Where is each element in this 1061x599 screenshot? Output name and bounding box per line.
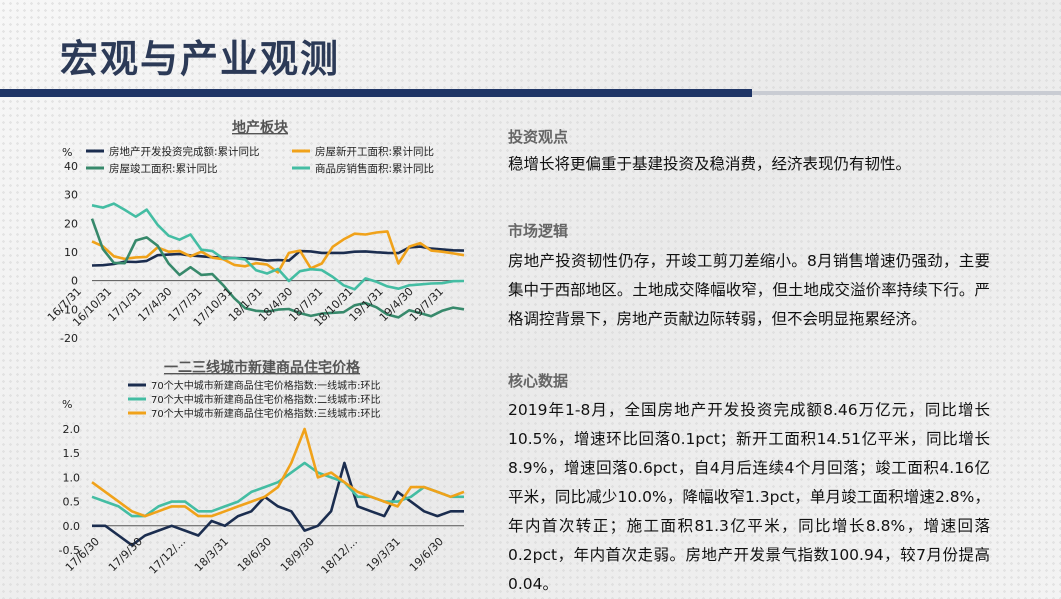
title-underline-bar (0, 89, 752, 97)
y-axis-unit: % (62, 398, 72, 411)
y-tick-label: 2.0 (63, 423, 81, 436)
chart-housing-price-svg: 一二三线城市新建商品住宅价格70个大中城市新建商品住宅价格指数:一线城市:环比7… (59, 359, 465, 577)
legend-label: 70个大中城市新建商品住宅价格指数:二线城市:环比 (151, 393, 380, 406)
legend-label: 房屋竣工面积:累计同比 (109, 162, 218, 175)
section-title-core-data: 核心数据 (508, 372, 569, 390)
series-line (90, 218, 465, 319)
series-line (92, 461, 464, 547)
y-tick-label: 0.5 (63, 496, 81, 509)
x-tick-label: 18/6/30 (235, 535, 274, 574)
legend-label: 70个大中城市新建商品住宅价格指数:三线城市:环比 (151, 407, 380, 420)
x-tick-label: 18/3/31 (192, 535, 231, 574)
chart-title: 一二三线城市新建商品住宅价格 (164, 359, 361, 376)
x-tick-label: 19/3/31 (364, 535, 403, 574)
y-tick-label: 1.0 (63, 471, 81, 484)
legend-label: 房屋新开工面积:累计同比 (315, 145, 434, 158)
section-text-core-data: 2019年1-8月，全国房地产开发投资完成额8.46万亿元，同比增长10.5%，… (508, 401, 990, 593)
series-line (91, 230, 465, 274)
y-tick-label: 40 (64, 160, 78, 173)
legend-label: 房地产开发投资完成额:累计同比 (109, 145, 260, 158)
series-line (91, 427, 465, 518)
x-tick-label: 18/12/... (318, 535, 360, 577)
y-tick-label: 20 (64, 217, 78, 230)
y-tick-label: -20 (60, 332, 78, 345)
y-tick-label: 0.0 (63, 520, 81, 533)
y-tick-label: -10 (60, 303, 78, 316)
y-tick-label: 30 (64, 189, 78, 202)
series-line (91, 202, 465, 291)
y-tick-label: 10 (64, 246, 78, 259)
page-title: 宏观与产业观测 (60, 37, 341, 81)
y-tick-label: 0 (71, 275, 78, 288)
legend-label: 商品房销售面积:累计同比 (315, 162, 434, 175)
y-tick-label: 1.5 (63, 447, 81, 460)
section-title-investment-view: 投资观点 (508, 128, 569, 146)
series-line (91, 245, 465, 267)
x-tick-label: 17/12/... (146, 535, 188, 577)
chart-title: 地产板块 (232, 119, 289, 136)
x-tick-label: 18/9/30 (278, 535, 317, 574)
section-text-investment-view: 稳增长将更偏重于基建投资及稳消费，经济表现仍有韧性。 (508, 155, 912, 173)
chart-real-estate: 地产板块房地产开发投资完成额:累计同比 房屋新开工面积:累计同比房屋竣工面积:累计… (0, 112, 500, 347)
title-underline-bar-light (752, 91, 1061, 95)
section-title-market-logic: 市场逻辑 (508, 222, 569, 240)
x-tick-label: 19/6/30 (407, 535, 446, 574)
y-tick-label: -0.5 (59, 544, 80, 557)
chart-housing-price: 一二三线城市新建商品住宅价格 70个大中城市新建商品住宅价格指数:一线城市:环比 7… (0, 352, 500, 599)
x-tick-label: 19/7/31 (407, 285, 446, 324)
y-axis-unit: % (62, 146, 72, 159)
section-text-market-logic: 房地产投资韧性仍存，开竣工剪刀差缩小。8月销售增速仍强劲，主要集中于西部地区。土… (508, 252, 990, 328)
legend-label: 70个大中城市新建商品住宅价格指数:一线城市:环比 (151, 379, 380, 392)
